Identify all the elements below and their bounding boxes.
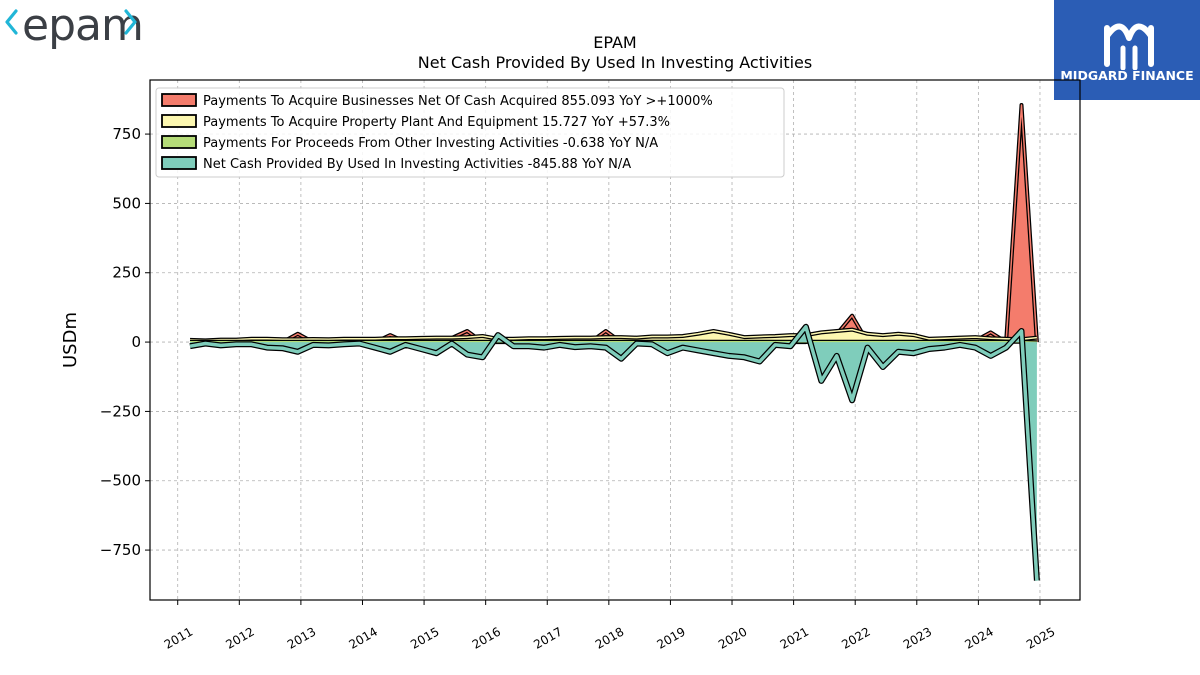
legend-swatch [161,156,197,170]
legend-label: Payments For Proceeds From Other Investi… [203,136,658,151]
x-tick-label: 2025 [1024,624,1057,651]
plot-frame [149,79,1081,601]
midgard-finance-logo: MIDGARD FINANCE [1054,0,1200,100]
legend-swatch [161,93,197,107]
y-tick-label: −500 [100,472,141,490]
y-tick-label: 500 [112,194,141,212]
x-tick-label: 2015 [408,624,441,651]
x-tick-label: 2023 [901,624,934,651]
midgard-logo-text: MIDGARD FINANCE [1060,68,1194,83]
series-line [189,325,1039,581]
y-tick-label: 0 [131,333,141,351]
chart-subtitle: Net Cash Provided By Used In Investing A… [417,53,813,72]
x-tick-label: 2018 [593,624,626,651]
series-areas [189,103,1040,581]
series-line-outline [189,323,1040,581]
x-tick-label: 2012 [223,624,256,651]
x-tick-label: 2013 [285,624,318,651]
x-tick-label: 2020 [716,624,749,651]
legend: Payments To Acquire Businesses Net Of Ca… [155,87,785,178]
chart-title: EPAM [593,33,637,52]
legend-box [155,87,785,178]
legend-label: Payments To Acquire Businesses Net Of Ca… [203,94,713,109]
legend-swatch [161,114,197,128]
x-tick-label: 2016 [470,624,503,651]
legend-label: Payments To Acquire Property Plant And E… [203,115,670,130]
x-tick-label: 2024 [962,624,995,651]
series-line [190,341,1037,344]
right-chevron-icon [124,9,137,35]
y-axis-label: USDm [60,312,81,368]
epam-logo: epam [0,0,150,60]
x-tick-label: 2021 [778,624,811,651]
epam-logo-text: epam [22,0,144,51]
left-chevron-icon [5,9,18,35]
x-tick-label: 2019 [654,624,687,651]
y-tick-label: −750 [100,541,141,559]
midgard-mark-icon [1104,23,1154,70]
legend-swatch [161,135,197,149]
x-tick-label: 2011 [162,624,195,651]
y-tick-label: −250 [100,402,141,420]
legend-label: Net Cash Provided By Used In Investing A… [203,157,631,172]
y-tick-label: 250 [112,264,141,282]
series-line [189,328,1037,342]
series-area [190,326,1037,581]
x-tick-label: 2022 [839,624,872,651]
x-tick-label: 2017 [531,624,564,651]
y-tick-label: 750 [112,125,141,143]
x-tick-label: 2014 [347,624,380,651]
